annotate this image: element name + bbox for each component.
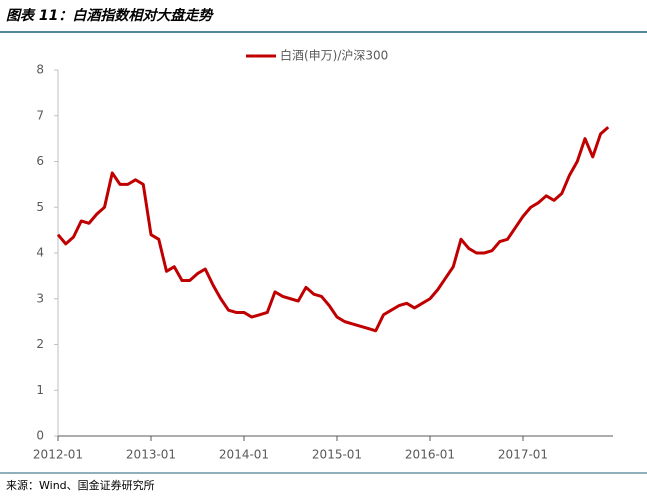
legend-label: 白酒(申万)/沪深300	[280, 48, 388, 63]
y-tick-label: 1	[36, 383, 44, 397]
x-tick-label: 2012-01	[33, 448, 83, 462]
line-series	[56, 126, 610, 333]
y-tick-label: 3	[36, 291, 44, 305]
y-tick-label: 6	[36, 154, 44, 168]
x-tick-label: 2013-01	[126, 448, 176, 462]
chart-title: 图表 11：白酒指数相对大盘走势	[6, 7, 214, 24]
x-tick-label: 2014-01	[219, 448, 269, 462]
x-tick-label: 2017-01	[498, 448, 548, 462]
source: 来源：Wind、国金证券研究所	[6, 478, 155, 492]
y-tick-label: 2	[36, 337, 44, 351]
y-tick-label: 8	[36, 63, 44, 77]
y-tick-label: 7	[36, 108, 44, 122]
y-tick-label: 4	[36, 246, 44, 260]
x-tick-label: 2016-01	[405, 448, 455, 462]
y-tick-label: 0	[36, 429, 44, 443]
y-tick-label: 5	[36, 200, 44, 214]
x-tick-label: 2015-01	[312, 448, 362, 462]
